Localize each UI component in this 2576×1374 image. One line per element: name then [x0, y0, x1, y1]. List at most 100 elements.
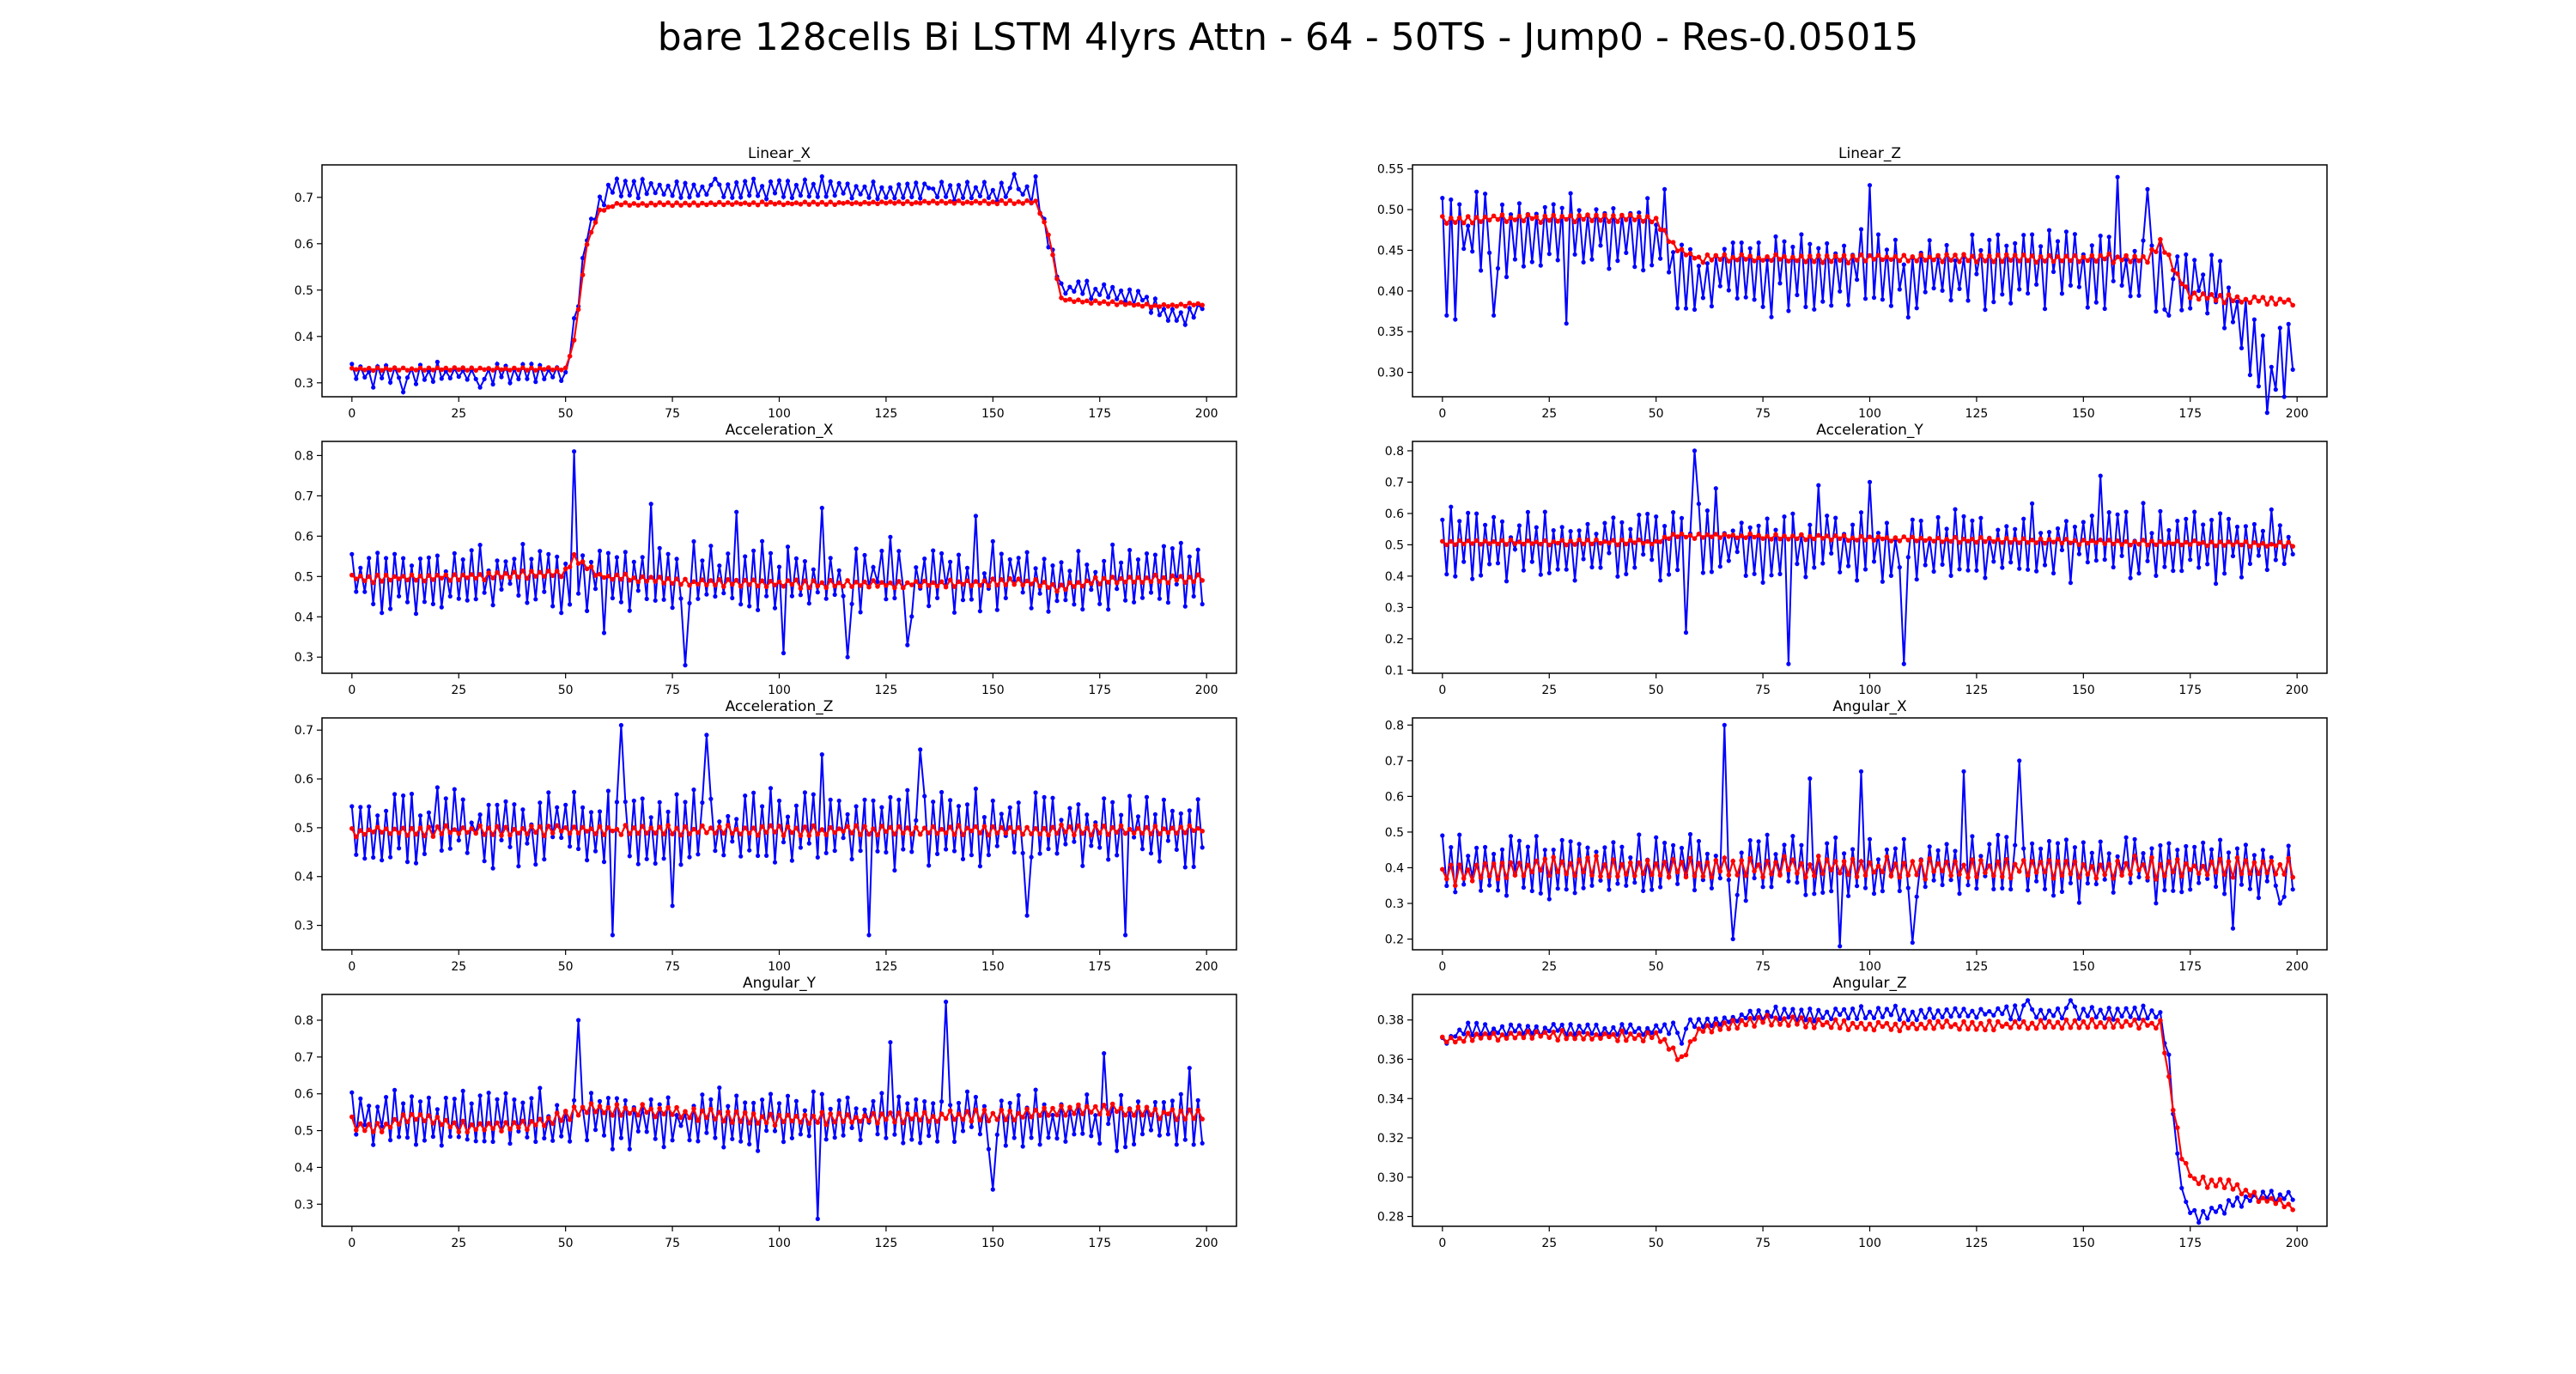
- data-point: [730, 595, 735, 601]
- data-point: [2192, 844, 2197, 849]
- data-point: [751, 176, 756, 181]
- data-point: [1127, 301, 1133, 306]
- data-point: [516, 368, 521, 373]
- data-point: [473, 1127, 478, 1133]
- data-point: [597, 194, 603, 199]
- data-point: [1935, 1008, 1941, 1013]
- data-point: [2281, 300, 2287, 305]
- data-point: [1512, 217, 1518, 222]
- data-point: [1135, 1104, 1141, 1110]
- data-point: [922, 556, 927, 562]
- data-point: [1700, 295, 1705, 301]
- data-point: [939, 826, 945, 832]
- data-point: [1072, 584, 1077, 589]
- data-point: [580, 824, 586, 830]
- data-point: [2026, 291, 2031, 296]
- data-point: [888, 794, 893, 800]
- data-point: [2158, 237, 2163, 242]
- data-point: [742, 1110, 748, 1116]
- data-point: [1726, 872, 1732, 878]
- data-point: [1046, 846, 1051, 852]
- data-point: [2055, 859, 2061, 864]
- data-point: [713, 848, 718, 854]
- data-point: [1657, 1039, 1663, 1044]
- data-point: [1551, 212, 1556, 218]
- data-point: [1940, 1014, 1945, 1020]
- data-point: [866, 584, 872, 590]
- data-point: [1970, 1019, 1975, 1025]
- data-point: [1119, 288, 1124, 294]
- data-point: [849, 201, 854, 207]
- data-point: [951, 832, 957, 837]
- data-point: [640, 824, 645, 829]
- data-point: [832, 1135, 837, 1140]
- data-point: [939, 1099, 945, 1104]
- data-point: [512, 365, 517, 371]
- data-point: [661, 597, 666, 602]
- data-point: [2068, 581, 2073, 586]
- data-point: [2205, 876, 2210, 881]
- data-point: [901, 195, 906, 200]
- data-point: [354, 834, 359, 840]
- data-point: [1152, 552, 1157, 557]
- data-point: [1165, 600, 1170, 605]
- data-point: [1063, 587, 1068, 593]
- data-point: [507, 368, 513, 373]
- data-point: [452, 550, 457, 556]
- data-point: [1717, 876, 1722, 881]
- x-tick-label: 50: [558, 1237, 574, 1250]
- data-point: [1931, 257, 1936, 263]
- data-point: [1692, 255, 1698, 261]
- data-point: [1114, 1109, 1120, 1115]
- data-point: [1807, 862, 1813, 867]
- data-point: [1619, 212, 1625, 218]
- data-point: [588, 810, 594, 815]
- data-point: [1102, 796, 1107, 801]
- series-line: [1441, 450, 2294, 665]
- data-point: [1551, 538, 1556, 544]
- data-point: [1195, 572, 1200, 577]
- data-point: [981, 578, 987, 584]
- data-point: [1777, 1022, 1783, 1027]
- data-point: [1139, 847, 1145, 852]
- series-red: [349, 198, 1205, 374]
- data-point: [2106, 1006, 2111, 1011]
- data-point: [1187, 1066, 1192, 1071]
- data-point: [614, 555, 620, 560]
- data-point: [708, 1097, 714, 1102]
- data-point: [477, 823, 483, 829]
- data-point: [1931, 878, 1936, 883]
- data-point: [2004, 1004, 2009, 1009]
- data-point: [580, 553, 586, 558]
- data-point: [588, 1101, 594, 1106]
- data-point: [1722, 532, 1728, 538]
- data-point: [2132, 836, 2137, 842]
- data-point: [1457, 202, 1462, 207]
- data-point: [1080, 1131, 1085, 1136]
- data-point: [1461, 559, 1467, 564]
- y-tick-label: 0.8: [1385, 719, 1404, 733]
- data-point: [503, 366, 508, 372]
- data-point: [499, 1128, 504, 1134]
- data-point: [1076, 549, 1081, 554]
- data-point: [951, 610, 957, 615]
- data-point: [2234, 524, 2240, 530]
- data-point: [1084, 1092, 1090, 1097]
- data-point: [631, 575, 637, 581]
- data-point: [1662, 1022, 1668, 1027]
- data-point: [631, 1106, 637, 1112]
- data-point: [1897, 287, 1902, 292]
- data-point: [2136, 258, 2142, 264]
- data-point: [1687, 1017, 1693, 1022]
- data-point: [439, 367, 445, 373]
- data-point: [1709, 1024, 1714, 1029]
- data-point: [1687, 855, 1693, 861]
- data-point: [2192, 258, 2197, 263]
- data-point: [2226, 292, 2232, 298]
- data-point: [2175, 538, 2180, 544]
- data-point: [674, 200, 679, 205]
- data-point: [1003, 595, 1008, 601]
- data-point: [516, 830, 521, 836]
- plot-area: [321, 164, 1237, 398]
- data-point: [1191, 1142, 1196, 1147]
